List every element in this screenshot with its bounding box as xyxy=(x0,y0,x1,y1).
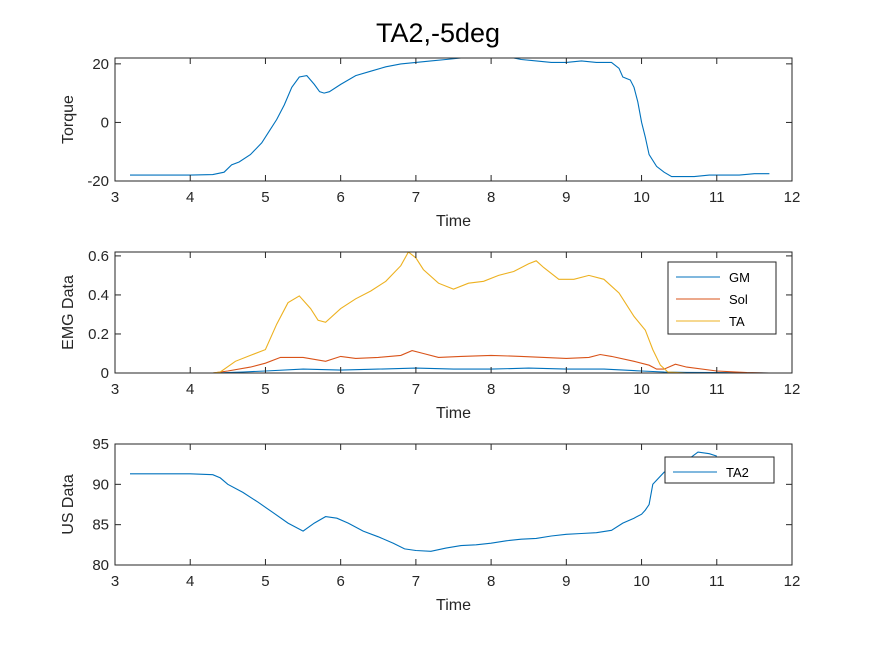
x-tick-label: 6 xyxy=(336,573,344,590)
series-line-ta2 xyxy=(130,451,717,552)
legend-label-ta2: TA2 xyxy=(726,465,749,480)
series-line-ta xyxy=(130,252,770,373)
x-tick-label: 12 xyxy=(784,381,801,398)
x-tick-label: 7 xyxy=(412,189,420,206)
x-tick-label: 10 xyxy=(633,573,650,590)
x-tick-label: 5 xyxy=(261,573,269,590)
x-tick-label: 5 xyxy=(261,381,269,398)
x-tick-label: 11 xyxy=(709,573,725,590)
x-tick-label: 3 xyxy=(111,381,119,398)
y-axis-label: US Data xyxy=(60,474,77,535)
x-tick-label: 9 xyxy=(562,189,570,206)
torque-axes: 3 4 5 6 7 8 9 10 11 12 -20 0 20 Time Torque xyxy=(60,56,800,230)
y-tick-label: 0.2 xyxy=(88,326,109,343)
x-tick-label: 12 xyxy=(784,573,801,590)
x-tick-label: 9 xyxy=(562,573,570,590)
y-tick-label: 0.6 xyxy=(88,248,109,265)
y-tick-label: 85 xyxy=(92,517,109,534)
y-axis-label: Torque xyxy=(60,95,77,144)
legend-label-sol: Sol xyxy=(729,292,748,307)
axes-box xyxy=(114,251,793,374)
y-tick-label: 0.4 xyxy=(88,287,109,304)
y-axis-label: EMG Data xyxy=(60,275,77,350)
x-axis-label: Time xyxy=(436,213,471,230)
x-axis-label: Time xyxy=(436,405,471,422)
x-tick-label: 4 xyxy=(186,573,194,590)
y-tick-label: 0 xyxy=(101,114,109,131)
series-line-torque xyxy=(130,58,770,178)
y-tick-label: 0 xyxy=(101,365,109,382)
legend-box xyxy=(664,456,775,484)
x-tick-label: 4 xyxy=(186,381,194,398)
x-tick-label: 7 xyxy=(412,381,420,398)
y-tick-label: -20 xyxy=(87,173,109,190)
figure-title: TA2,-5deg xyxy=(376,18,500,48)
x-tick-label: 10 xyxy=(633,189,650,206)
x-tick-label: 11 xyxy=(709,381,725,398)
legend: GM Sol TA xyxy=(667,261,777,335)
axes-box xyxy=(114,443,793,566)
legend-label-ta: TA xyxy=(729,314,745,329)
x-tick-label: 3 xyxy=(111,189,119,206)
y-tick-label: 80 xyxy=(92,557,109,574)
x-tick-label: 6 xyxy=(336,381,344,398)
x-axis-label: Time xyxy=(436,597,471,614)
legend-box xyxy=(667,261,777,335)
us-axes: 3 4 5 6 7 8 9 10 11 12 80 85 90 95 Time US Data TA2 xyxy=(60,436,800,614)
x-tick-label: 8 xyxy=(487,381,495,398)
legend-label-gm: GM xyxy=(729,270,750,285)
y-tick-label: 90 xyxy=(92,476,109,493)
x-tick-label: 12 xyxy=(784,189,801,206)
y-tick-label: 95 xyxy=(92,436,109,453)
axes-box xyxy=(114,57,793,182)
x-tick-label: 11 xyxy=(709,189,725,206)
x-tick-label: 10 xyxy=(633,381,650,398)
y-tick-label: 20 xyxy=(92,56,109,73)
legend: TA2 xyxy=(664,456,775,484)
x-tick-label: 7 xyxy=(412,573,420,590)
x-tick-label: 5 xyxy=(261,189,269,206)
x-tick-label: 9 xyxy=(562,381,570,398)
x-tick-label: 8 xyxy=(487,189,495,206)
x-tick-label: 8 xyxy=(487,573,495,590)
x-tick-label: 4 xyxy=(186,189,194,206)
emg-axes: 3 4 5 6 7 8 9 10 11 12 0 0.2 0.4 0.6 Time EMG Data GM Sol… xyxy=(60,248,800,422)
plot-area xyxy=(115,58,792,181)
x-tick-label: 6 xyxy=(336,189,344,206)
x-tick-label: 3 xyxy=(111,573,119,590)
series-line-sol xyxy=(130,350,770,373)
